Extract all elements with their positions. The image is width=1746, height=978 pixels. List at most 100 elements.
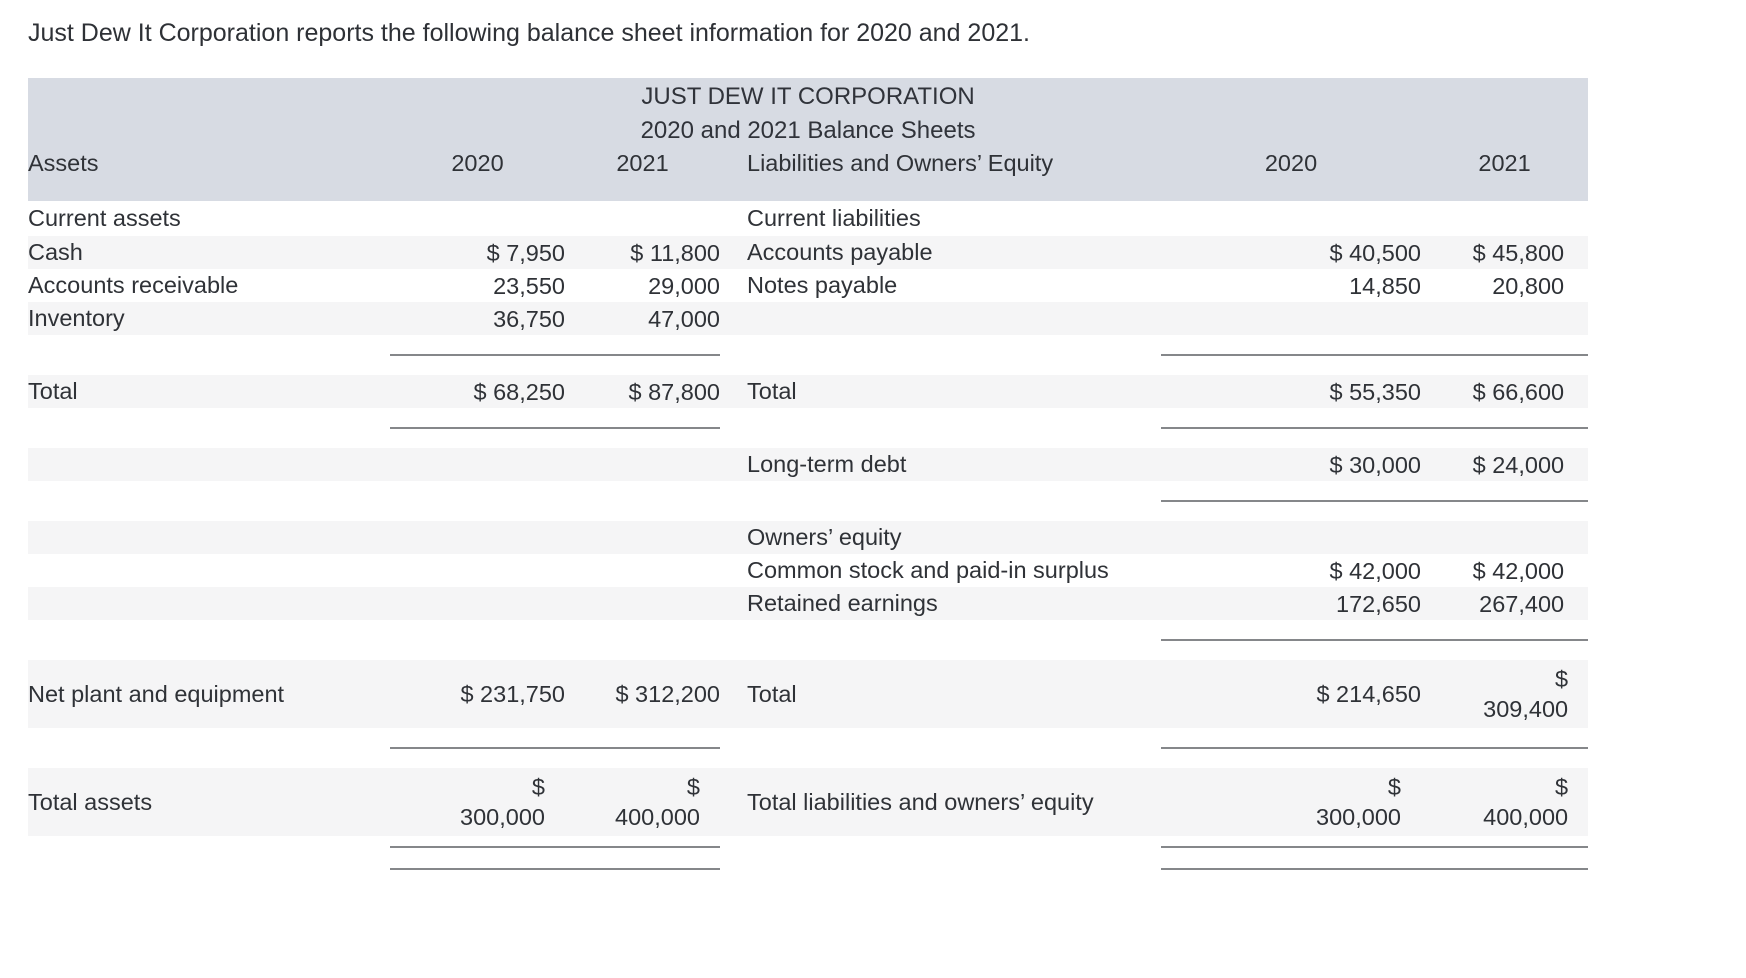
- asset-2021-value: $ 11,800: [565, 236, 720, 269]
- rule-row: [28, 620, 1589, 660]
- rule-row: [28, 728, 1589, 768]
- rule-row: [28, 481, 1589, 521]
- gap-cell: [28, 858, 390, 880]
- liability-2020-value: [1161, 201, 1421, 236]
- gap-column: [720, 587, 747, 620]
- table-subtitle: 2020 and 2021 Balance Sheets: [28, 115, 1589, 147]
- asset-2020-value: [390, 554, 565, 587]
- asset-item-label: [28, 448, 390, 481]
- gap-column: [720, 269, 747, 302]
- liability-item-label: Long-term debt: [747, 448, 1161, 481]
- gap-cell: [28, 408, 390, 448]
- gap-column: [720, 408, 747, 448]
- table-row: Net plant and equipment $ 231,750 $ 312,…: [28, 660, 1589, 728]
- gap-cell: [28, 335, 390, 375]
- liability-2020-value: 14,850: [1349, 272, 1421, 299]
- total-liabilities-equity-label: Total liabilities and owners’ equity: [747, 768, 1161, 836]
- asset-item-label: [28, 587, 390, 620]
- rule-cell: [1161, 728, 1589, 768]
- table-row: Cash $ 7,950 $ 11,800 Accounts payable $…: [28, 236, 1589, 269]
- rule-cell: [1161, 858, 1589, 880]
- liability-2020-value: $ 214,650: [1161, 660, 1421, 728]
- single-underline: [1161, 747, 1589, 749]
- single-underline: [390, 747, 720, 749]
- double-underline-top: [1161, 846, 1589, 848]
- gap-column: [720, 201, 747, 236]
- table-row: Owners’ equity: [28, 521, 1589, 554]
- asset-2020-value: [390, 521, 565, 554]
- liability-2020-value: [1161, 521, 1421, 554]
- gap-cell: [28, 620, 720, 660]
- liability-2021-value: $ 309,400: [1421, 660, 1589, 728]
- liability-2020-value: 172,650: [1161, 587, 1421, 620]
- double-underline-top: [390, 846, 720, 848]
- gap-column: [720, 521, 747, 554]
- table-row: Retained earnings 172,650 267,400: [28, 587, 1589, 620]
- rule-row: [28, 858, 1589, 880]
- liability-2020-value: $ 40,500: [1161, 236, 1421, 269]
- asset-2021-value: [565, 554, 720, 587]
- gap-cell: [747, 408, 1161, 448]
- liability-2021-value: [1421, 201, 1588, 236]
- rule-cell: [390, 728, 720, 768]
- table-row: Common stock and paid-in surplus $ 42,00…: [28, 554, 1588, 587]
- rule-cell: [390, 836, 720, 858]
- asset-2021-value: [565, 201, 720, 236]
- asset-2020-value: $ 231,750: [390, 660, 565, 728]
- rule-cell: [390, 335, 720, 375]
- single-underline: [1161, 354, 1589, 356]
- single-underline: [1161, 427, 1589, 429]
- gap-cell: [747, 335, 1161, 375]
- table-title: JUST DEW IT CORPORATION: [28, 78, 1589, 115]
- liability-2021-value: 267,400: [1421, 587, 1589, 620]
- rule-cell: [1161, 335, 1589, 375]
- col-header-liabilities: Liabilities and Owners’ Equity: [747, 147, 1161, 201]
- total-assets-label: Total assets: [28, 768, 390, 836]
- gap-cell: [747, 728, 1161, 768]
- asset-item-label: Cash: [28, 236, 390, 269]
- gap-column: [720, 481, 747, 521]
- col-header-liabilities-2021: 2021: [1421, 147, 1589, 201]
- gap-column: [720, 858, 747, 880]
- gap-column: [720, 836, 747, 858]
- asset-2021-value: [565, 448, 720, 481]
- gap-cell: [28, 836, 390, 858]
- liability-item-label: Notes payable: [747, 272, 898, 298]
- rule-cell: [1161, 620, 1589, 660]
- asset-2020-value: 23,550: [493, 272, 565, 299]
- liability-2021-value: $ 400,000: [1421, 768, 1589, 836]
- single-underline: [1161, 500, 1589, 502]
- asset-2021-value: [565, 521, 720, 554]
- single-underline: [1161, 639, 1589, 641]
- gap-column: [720, 554, 747, 587]
- asset-item-label: Inventory: [28, 302, 390, 335]
- table-row: Current assets Current liabilities: [28, 201, 1588, 236]
- gap-cell: [747, 858, 1161, 880]
- intro-text: Just Dew It Corporation reports the foll…: [28, 19, 1030, 47]
- asset-2020-value: [390, 587, 565, 620]
- liability-2021-value: $ 66,600: [1421, 375, 1589, 408]
- liability-total-label: Total: [747, 375, 1161, 408]
- liability-2021-value: 20,800: [1492, 272, 1565, 299]
- liability-2020-value: $ 300,000: [1161, 768, 1421, 836]
- asset-item-label: [28, 554, 390, 587]
- asset-2021-value: $ 87,800: [565, 375, 720, 408]
- asset-2020-value: $ 300,000: [390, 768, 565, 836]
- rule-cell: [1161, 408, 1589, 448]
- gap-column: [720, 236, 747, 269]
- balance-sheet-table: JUST DEW IT CORPORATION 2020 and 2021 Ba…: [28, 78, 1589, 880]
- liability-item-label: [747, 302, 1161, 335]
- gap-column: [720, 147, 747, 201]
- column-header-row: Assets 2020 2021 Liabilities and Owners’…: [28, 147, 1589, 201]
- asset-2020-value: [390, 448, 565, 481]
- equity-total-label: Total: [747, 660, 1161, 728]
- gap-column: [720, 335, 747, 375]
- col-header-assets-2021: 2021: [565, 147, 720, 201]
- gap-cell: [747, 836, 1161, 858]
- gap-column: [720, 448, 747, 481]
- liability-section-label: Current liabilities: [747, 205, 921, 231]
- asset-2020-value: [390, 201, 565, 236]
- gap-column: [720, 302, 747, 335]
- gap-column: [720, 620, 747, 660]
- col-header-assets: Assets: [28, 147, 390, 201]
